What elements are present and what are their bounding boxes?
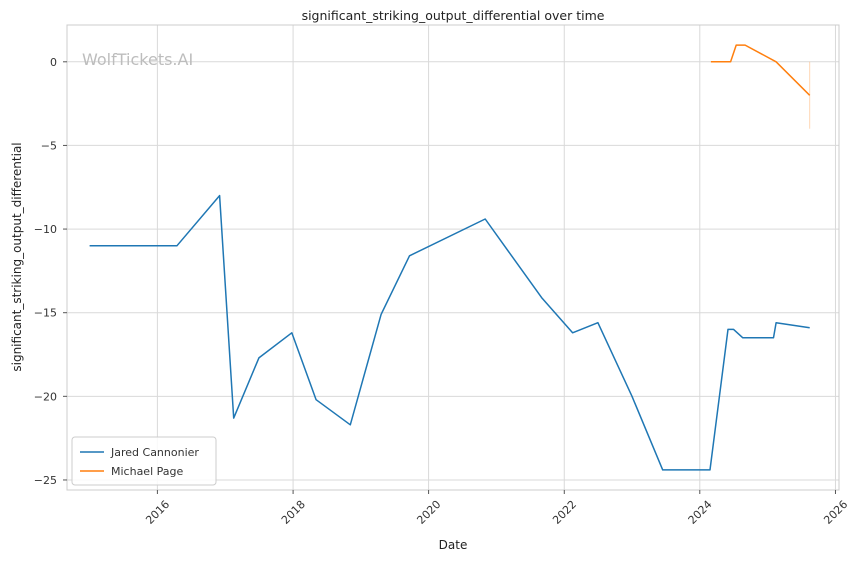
plot-area-frame xyxy=(66,24,840,491)
y-tick-label: −20 xyxy=(34,390,57,403)
grid-lines xyxy=(67,25,839,490)
legend-label-1: Jared Cannonier xyxy=(110,446,199,459)
legend: Jared Cannonier Michael Page xyxy=(71,436,217,486)
watermark-text: WolfTickets.AI xyxy=(82,50,193,69)
x-tick-label: 2024 xyxy=(686,498,715,527)
y-tick-label: 0 xyxy=(50,56,57,69)
y-tick-label: −10 xyxy=(34,223,57,236)
y-tick-label: −25 xyxy=(34,474,57,487)
y-axis-label: significant_striking_output_differential xyxy=(10,142,24,371)
x-axis-label: Date xyxy=(439,538,468,552)
series-layer xyxy=(89,44,811,471)
legend-box xyxy=(71,436,217,486)
x-axis: 2016 2018 2020 2022 2024 2026 xyxy=(143,490,850,527)
y-tick-label: −15 xyxy=(34,307,57,320)
x-tick-label: 2026 xyxy=(821,498,850,527)
series-line-1 xyxy=(89,194,810,471)
y-axis: 0 −5 −10 −15 −20 −25 xyxy=(34,56,67,487)
x-tick-label: 2022 xyxy=(550,498,579,527)
x-tick-label: 2020 xyxy=(414,498,443,527)
chart-title: significant_striking_output_differential… xyxy=(302,8,605,23)
legend-label-2: Michael Page xyxy=(111,465,183,478)
y-tick-label: −5 xyxy=(41,139,57,152)
series-line-2 xyxy=(710,44,811,96)
x-tick-label: 2016 xyxy=(143,498,172,527)
x-tick-label: 2018 xyxy=(279,498,308,527)
